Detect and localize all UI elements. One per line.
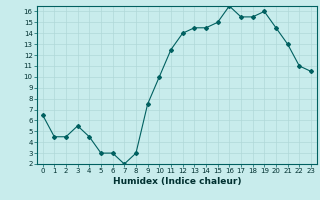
X-axis label: Humidex (Indice chaleur): Humidex (Indice chaleur) xyxy=(113,177,241,186)
